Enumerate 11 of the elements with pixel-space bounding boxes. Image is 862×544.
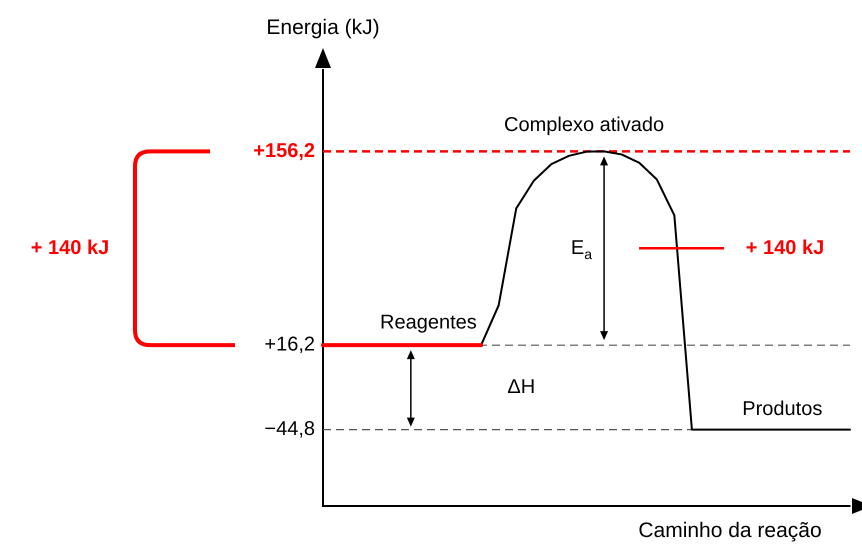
annotation: ΔH — [507, 376, 536, 398]
y-tick-label: −44,8 — [264, 418, 315, 440]
annotation: Complexo ativado — [504, 114, 664, 136]
annotation: Reagentes — [380, 312, 477, 334]
y-tick-label: +156,2 — [253, 140, 315, 162]
annotation: + 140 kJ — [746, 236, 824, 259]
y-tick-label: +16,2 — [264, 334, 315, 356]
text: + 140 kJ — [30, 236, 110, 259]
x-axis-title: Caminho da reação — [638, 518, 822, 542]
annotation: Produtos — [742, 398, 822, 420]
y-axis-title: Energia (kJ) — [266, 16, 380, 39]
